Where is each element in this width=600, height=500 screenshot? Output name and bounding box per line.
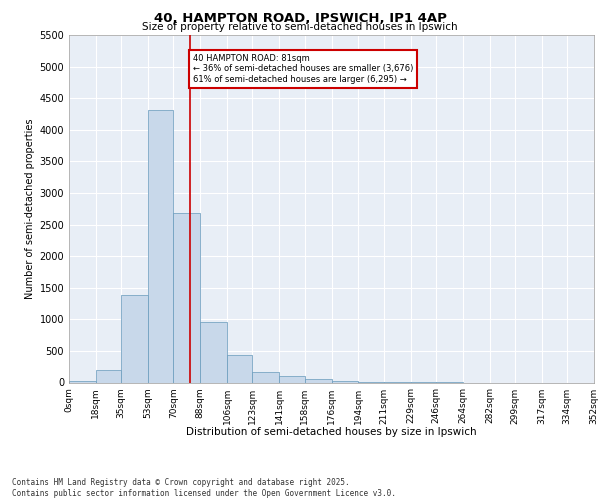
- Bar: [253, 372, 279, 382]
- Bar: [96, 370, 121, 382]
- Bar: [331, 380, 358, 382]
- Bar: [173, 213, 200, 382]
- Bar: [69, 380, 96, 382]
- Bar: [227, 356, 253, 382]
- Text: 40 HAMPTON ROAD: 81sqm
← 36% of semi-detached houses are smaller (3,676)
61% of : 40 HAMPTON ROAD: 81sqm ← 36% of semi-det…: [193, 54, 413, 84]
- Bar: [148, 110, 173, 382]
- Text: 40, HAMPTON ROAD, IPSWICH, IP1 4AP: 40, HAMPTON ROAD, IPSWICH, IP1 4AP: [154, 12, 446, 26]
- Bar: [305, 379, 332, 382]
- Bar: [279, 376, 305, 382]
- Bar: [121, 296, 148, 382]
- Y-axis label: Number of semi-detached properties: Number of semi-detached properties: [25, 118, 35, 299]
- Text: Contains HM Land Registry data © Crown copyright and database right 2025.
Contai: Contains HM Land Registry data © Crown c…: [12, 478, 396, 498]
- Bar: [200, 322, 227, 382]
- X-axis label: Distribution of semi-detached houses by size in Ipswich: Distribution of semi-detached houses by …: [186, 426, 477, 436]
- Text: Size of property relative to semi-detached houses in Ipswich: Size of property relative to semi-detach…: [142, 22, 458, 32]
